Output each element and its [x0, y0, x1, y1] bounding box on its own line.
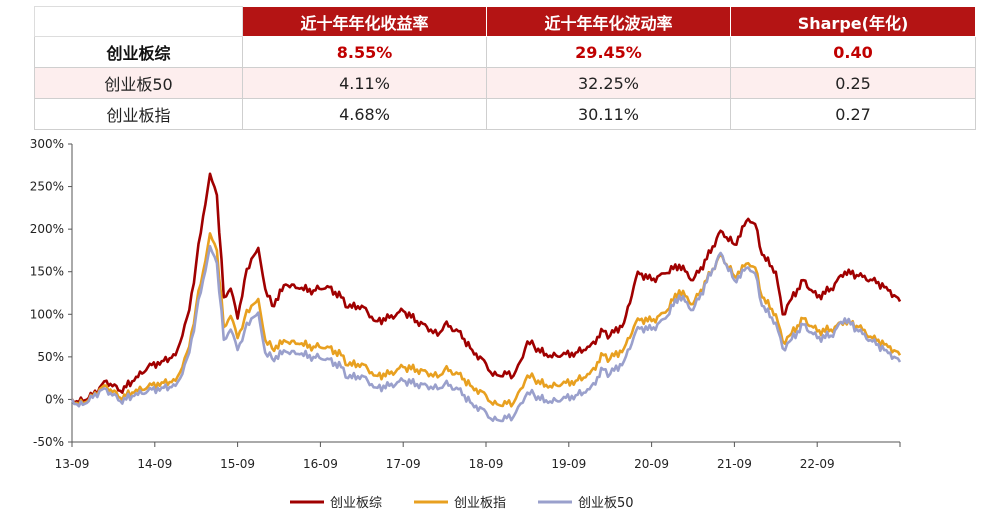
row-return: 4.11%	[242, 67, 487, 99]
y-tick-label: -50%	[33, 435, 64, 449]
series-line	[70, 232, 902, 408]
header-sharpe: Sharpe(年化)	[730, 6, 976, 37]
chart-axes: -50% 0% 50% 100% 150% 200% 250% 300% 13-09 14-09 1…	[30, 137, 901, 471]
x-tick-label: 13-09	[55, 457, 90, 471]
series-line	[70, 172, 902, 404]
stats-table: 近十年年化收益率 近十年年化波动率 Sharpe(年化) 创业板综 8.55% …	[34, 6, 976, 130]
chart-legend: 创业板综 创业板指 创业板50	[290, 496, 634, 511]
table-row: 创业板50 4.11% 32.25% 0.25	[34, 67, 976, 99]
row-name: 创业板50	[34, 67, 243, 99]
y-tick-label: 250%	[30, 180, 64, 194]
row-volatility: 32.25%	[486, 67, 731, 99]
legend-label: 创业板指	[454, 496, 506, 511]
legend-label: 创业板综	[330, 496, 382, 511]
x-tick-label: 21-09	[717, 457, 752, 471]
y-tick-label: 150%	[30, 265, 64, 279]
x-tick-label: 18-09	[469, 457, 504, 471]
row-sharpe: 0.27	[730, 98, 976, 130]
x-tick-label: 22-09	[800, 457, 835, 471]
x-tick-label: 14-09	[137, 457, 172, 471]
series-line	[70, 244, 902, 423]
y-tick-label: 300%	[30, 137, 64, 151]
row-sharpe: 0.40	[730, 36, 976, 68]
row-volatility: 30.11%	[486, 98, 731, 130]
y-tick-label: 200%	[30, 222, 64, 236]
y-tick-label: 100%	[30, 307, 64, 321]
table-row: 创业板指 4.68% 30.11% 0.27	[34, 98, 976, 130]
row-sharpe: 0.25	[730, 67, 976, 99]
x-tick-label: 20-09	[634, 457, 669, 471]
legend-label: 创业板50	[578, 496, 634, 511]
x-tick-label: 17-09	[386, 457, 421, 471]
row-return: 4.68%	[242, 98, 487, 130]
header-volatility: 近十年年化波动率	[486, 6, 731, 37]
y-tick-label: 50%	[37, 350, 64, 364]
row-name: 创业板综	[34, 36, 243, 68]
header-corner	[34, 6, 243, 37]
table-row: 创业板综 8.55% 29.45% 0.40	[34, 36, 976, 68]
x-tick-label: 19-09	[551, 457, 586, 471]
y-tick-label: 0%	[45, 392, 64, 406]
chart-series	[70, 172, 902, 423]
x-tick-label: 15-09	[220, 457, 255, 471]
x-tick-label: 16-09	[303, 457, 338, 471]
